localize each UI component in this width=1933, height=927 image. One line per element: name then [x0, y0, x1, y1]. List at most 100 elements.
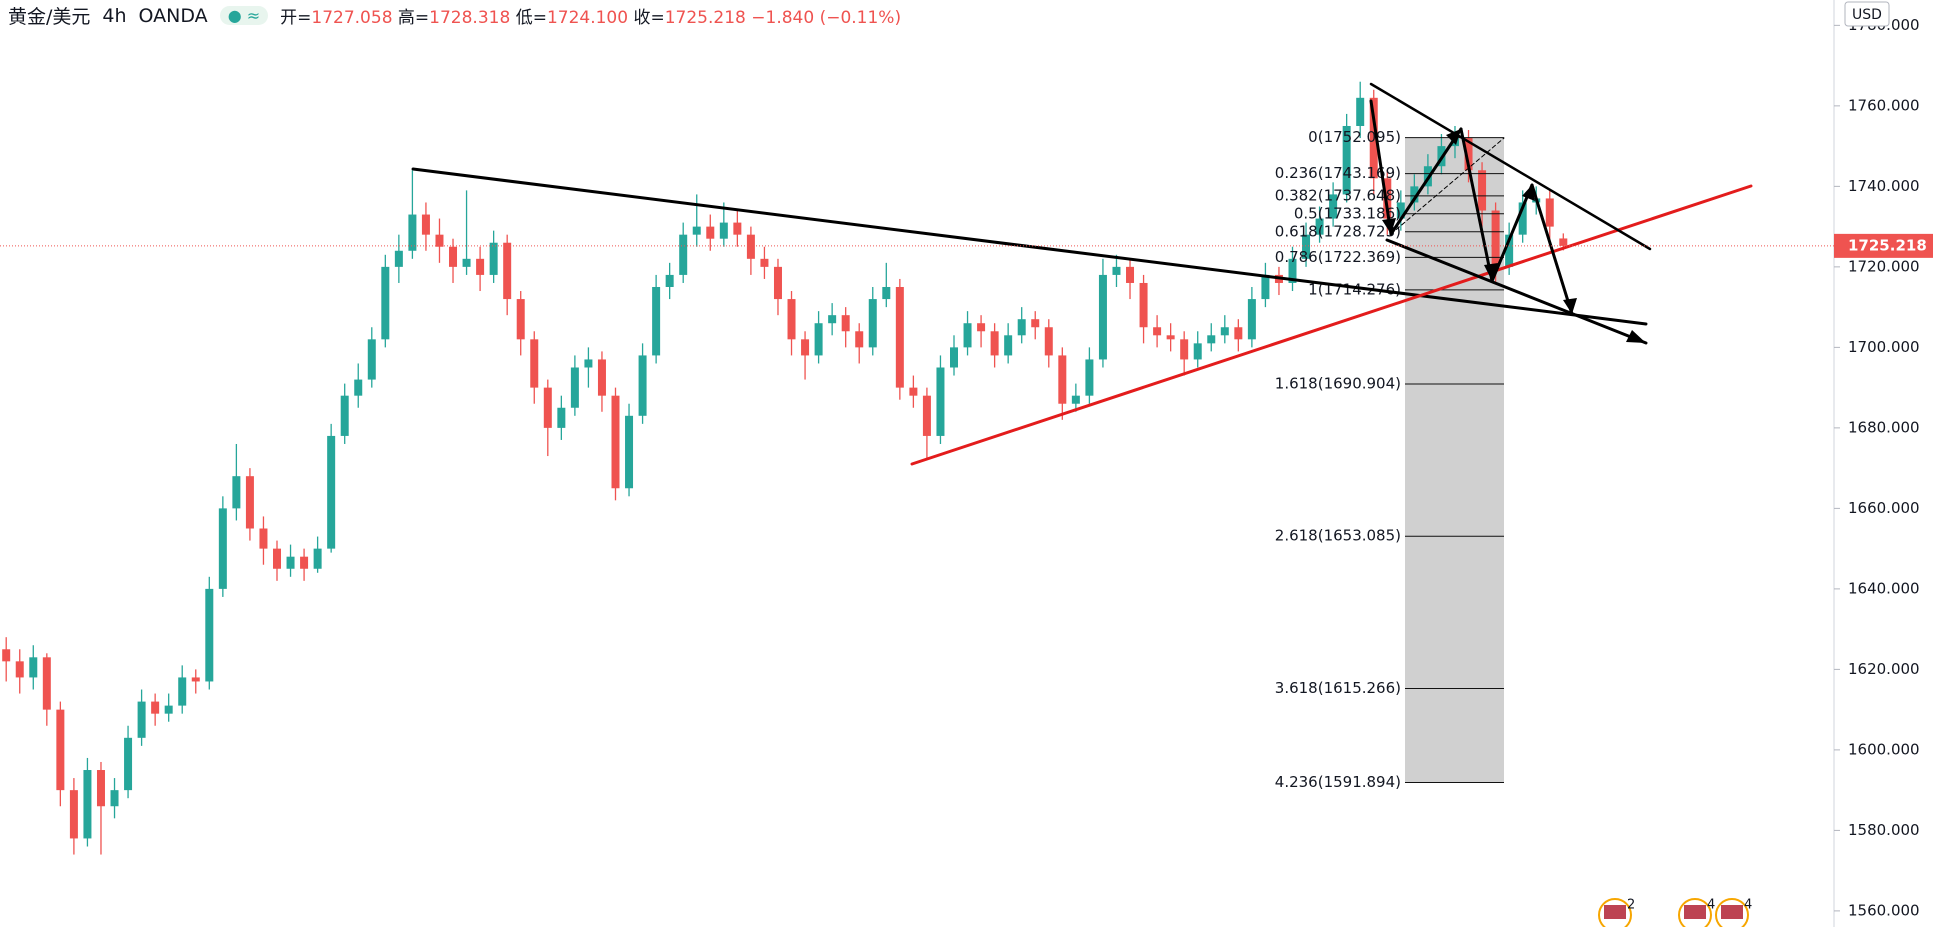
candle-body [42, 657, 51, 710]
ohlc-key: 高= [397, 8, 430, 28]
candle-body [164, 705, 173, 714]
fib-label: 0.5(1733.186) [1294, 204, 1401, 222]
candle-body [706, 226, 715, 239]
fib-label: 1.618(1690.904) [1275, 374, 1401, 392]
candle-body [1261, 274, 1270, 300]
candle-body [828, 315, 837, 324]
candle-body [313, 548, 322, 569]
y-tick-label: 1760.000 [1848, 96, 1920, 114]
candle-body [367, 339, 376, 380]
arrow-head [1563, 298, 1577, 314]
last-price-label: 1725.218 [1848, 236, 1927, 254]
candle-body [557, 407, 566, 428]
event-count: 2 [1627, 898, 1635, 913]
fib-label: 0.236(1743.169) [1275, 164, 1401, 182]
candle-body [679, 234, 688, 275]
candle-body [773, 266, 782, 300]
candle-body [56, 709, 65, 791]
candle-body [584, 359, 593, 368]
candle-body [1369, 97, 1378, 179]
y-tick-label: 1660.000 [1848, 499, 1920, 517]
candle-body [1139, 282, 1148, 328]
candle-body [1302, 234, 1311, 259]
arrow [1459, 127, 1494, 283]
last-price-box [1834, 233, 1933, 258]
candle-body [1545, 198, 1554, 227]
candle-body [110, 790, 119, 807]
candle-body [178, 677, 187, 706]
y-tick-label: 1560.000 [1848, 901, 1920, 919]
price-scale [1834, 0, 1933, 927]
candle-body [1491, 210, 1500, 267]
candle-body [746, 234, 755, 259]
candle-body [1180, 339, 1189, 360]
candle-body [1166, 335, 1175, 340]
candle-body [1396, 202, 1405, 219]
ohlc: 开=1727.058 高=1728.318 低=1724.100 收=1725.… [280, 3, 901, 28]
candle-body [570, 367, 579, 408]
symbol: 黄金/美元 [8, 6, 91, 28]
candle-body [1329, 194, 1338, 219]
candle-body [1126, 266, 1135, 283]
candle-body [760, 258, 769, 267]
arrow [1385, 238, 1648, 345]
ohlc-key: 开= [280, 8, 312, 28]
candle-body [354, 379, 363, 396]
arrow [1369, 99, 1393, 236]
candle-body [273, 548, 281, 569]
candle-body [543, 387, 552, 428]
drawings [411, 82, 1753, 466]
source: OANDA [138, 4, 208, 27]
candle-body [1017, 319, 1026, 336]
candle-body [990, 331, 999, 356]
trend-line [411, 167, 1648, 326]
change: −1.840 (−0.11%) [751, 8, 902, 28]
candle-body [489, 242, 498, 275]
candle-body [218, 508, 227, 589]
candle-body [286, 556, 295, 569]
candle-body [300, 556, 309, 569]
ohlc-value: 1728.318 [429, 8, 511, 28]
candle-body [1315, 218, 1324, 235]
candle-body [611, 395, 620, 489]
event-count: 4 [1744, 898, 1752, 913]
fib-label: 0.618(1728.723) [1275, 222, 1401, 240]
candle-body [1085, 359, 1094, 396]
candle-body [1464, 138, 1473, 171]
candle-body [96, 770, 105, 807]
candle-body [692, 226, 701, 235]
candle-body [638, 355, 647, 416]
candle-body [449, 246, 458, 267]
candle-body [503, 242, 512, 300]
candle-body [29, 657, 38, 678]
candle-body [963, 323, 972, 348]
ohlc-value: 1727.058 [311, 8, 393, 28]
candle-body [909, 387, 918, 396]
event-flag [1721, 905, 1743, 919]
interval: 4h [102, 4, 127, 27]
candle-body [1356, 97, 1365, 126]
candle-body [1247, 299, 1256, 340]
candle-body [205, 588, 214, 682]
candle-body [69, 790, 78, 839]
dashed-line [1390, 137, 1505, 235]
candle-body [868, 299, 877, 348]
arrow [1530, 183, 1574, 316]
candle-body [1410, 186, 1419, 203]
candle-body [1383, 178, 1392, 219]
status-pill[interactable]: ● ≈ [219, 6, 269, 25]
candle-body [652, 286, 661, 356]
candle-body [191, 677, 200, 682]
y-tick-label: 1700.000 [1848, 338, 1920, 356]
event-count: 4 [1707, 898, 1715, 913]
candle-body [719, 222, 728, 239]
candle-body [381, 266, 390, 340]
candle-body [1559, 238, 1568, 246]
candle-body [787, 299, 796, 340]
candle-body [408, 214, 417, 251]
candle-body [1004, 335, 1013, 356]
arrow [1490, 183, 1534, 283]
fib-zone [1405, 137, 1504, 783]
fib-label: 2.618(1653.085) [1275, 527, 1401, 545]
candle-body [936, 367, 945, 436]
